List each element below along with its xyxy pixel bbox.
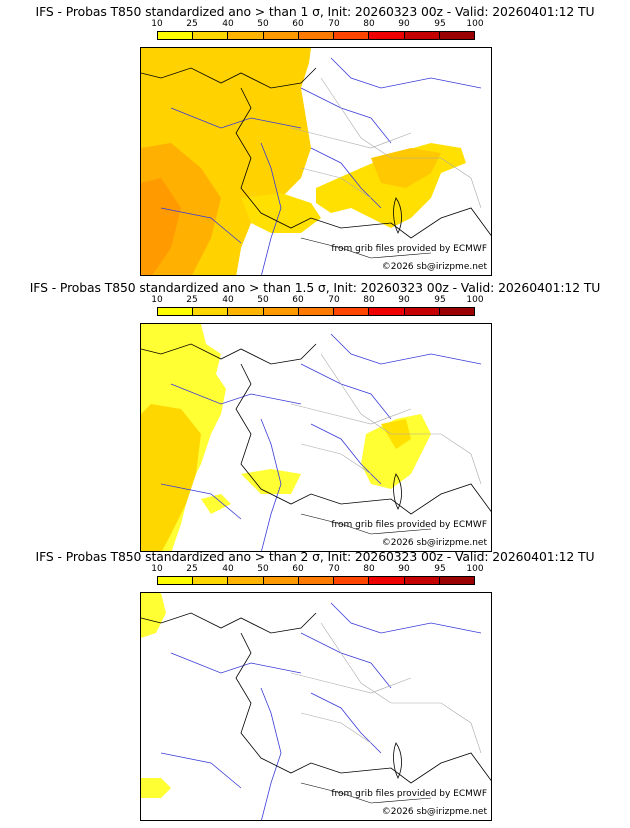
legend-label: 70 xyxy=(328,19,340,29)
legend-label: 80 xyxy=(363,295,375,305)
legend-swatch xyxy=(158,577,194,584)
legend-swatch xyxy=(298,577,335,584)
credit-copyright: ©2026 sb@irizpme.net xyxy=(381,262,487,272)
legend-swatch xyxy=(439,32,474,39)
panel-title: IFS - Probas T850 standardized ano > tha… xyxy=(35,4,595,19)
map-graphic xyxy=(141,48,491,275)
legend-swatch xyxy=(228,32,264,39)
legend-label: 25 xyxy=(186,19,198,29)
panel-3: IFS - Probas T850 standardized ano > tha… xyxy=(0,545,630,821)
legend-swatch xyxy=(298,308,335,315)
credit-source: from grib files provided by ECMWF xyxy=(331,244,487,254)
legend-label: 100 xyxy=(466,19,484,29)
legend-label: 50 xyxy=(257,295,269,305)
map-graphic xyxy=(141,324,491,551)
panel-title: IFS - Probas T850 standardized ano > tha… xyxy=(29,280,601,295)
legend-swatch xyxy=(404,577,440,584)
color-legend-bar xyxy=(157,31,475,40)
panel-2: IFS - Probas T850 standardized ano > tha… xyxy=(0,276,630,552)
legend-label: 95 xyxy=(434,19,446,29)
legend-swatch xyxy=(228,308,264,315)
legend-swatch xyxy=(439,577,474,584)
legend-label: 25 xyxy=(186,295,198,305)
legend-label: 90 xyxy=(398,564,410,574)
legend-label: 70 xyxy=(328,564,340,574)
credit-source: from grib files provided by ECMWF xyxy=(331,520,487,530)
legend-swatch xyxy=(404,32,440,39)
legend-label: 50 xyxy=(257,564,269,574)
legend-label: 100 xyxy=(466,295,484,305)
legend-swatch xyxy=(404,308,440,315)
legend-swatch xyxy=(334,32,370,39)
legend-label: 90 xyxy=(398,19,410,29)
legend-swatch xyxy=(369,577,405,584)
probability-map: from grib files provided by ECMWF ©2026 … xyxy=(140,323,492,552)
legend-swatch xyxy=(369,32,405,39)
legend-swatch xyxy=(298,32,335,39)
credit-source: from grib files provided by ECMWF xyxy=(331,789,487,799)
legend-swatch xyxy=(439,308,474,315)
legend-swatch xyxy=(158,308,194,315)
legend-label: 80 xyxy=(363,19,375,29)
legend-swatch xyxy=(334,308,370,315)
legend-label: 100 xyxy=(466,564,484,574)
panel-1: IFS - Probas T850 standardized ano > tha… xyxy=(0,0,630,276)
legend-label: 40 xyxy=(222,564,234,574)
legend-label: 70 xyxy=(328,295,340,305)
legend-label: 10 xyxy=(151,19,163,29)
legend-label: 60 xyxy=(292,19,304,29)
legend-labels: 10 25 40 50 60 70 80 90 95 100 xyxy=(151,19,483,31)
legend-swatch xyxy=(193,577,229,584)
color-legend-bar xyxy=(157,307,475,316)
legend-label: 80 xyxy=(363,564,375,574)
legend-label: 95 xyxy=(434,564,446,574)
legend-swatch xyxy=(193,308,229,315)
legend-label: 10 xyxy=(151,295,163,305)
legend-label: 40 xyxy=(222,19,234,29)
legend-label: 60 xyxy=(292,295,304,305)
legend-swatch xyxy=(263,308,299,315)
color-legend-bar xyxy=(157,576,475,585)
legend-labels: 10 25 40 50 60 70 80 90 95 100 xyxy=(151,295,483,307)
legend-swatch xyxy=(334,577,370,584)
probability-map: from grib files provided by ECMWF ©2026 … xyxy=(140,592,492,821)
legend-label: 95 xyxy=(434,295,446,305)
legend-label: 40 xyxy=(222,295,234,305)
legend-label: 90 xyxy=(398,295,410,305)
legend-swatch xyxy=(369,308,405,315)
credit-copyright: ©2026 sb@irizpme.net xyxy=(381,807,487,817)
legend-swatch xyxy=(158,32,194,39)
map-graphic xyxy=(141,593,491,820)
credit-copyright: ©2026 sb@irizpme.net xyxy=(381,538,487,548)
legend-label: 10 xyxy=(151,564,163,574)
panel-title: IFS - Probas T850 standardized ano > tha… xyxy=(35,549,595,564)
legend-labels: 10 25 40 50 60 70 80 90 95 100 xyxy=(151,564,483,576)
probability-map: from grib files provided by ECMWF ©2026 … xyxy=(140,47,492,276)
legend-label: 25 xyxy=(186,564,198,574)
legend-label: 60 xyxy=(292,564,304,574)
legend-swatch xyxy=(193,32,229,39)
legend-swatch xyxy=(263,32,299,39)
legend-label: 50 xyxy=(257,19,269,29)
legend-swatch xyxy=(263,577,299,584)
legend-swatch xyxy=(228,577,264,584)
